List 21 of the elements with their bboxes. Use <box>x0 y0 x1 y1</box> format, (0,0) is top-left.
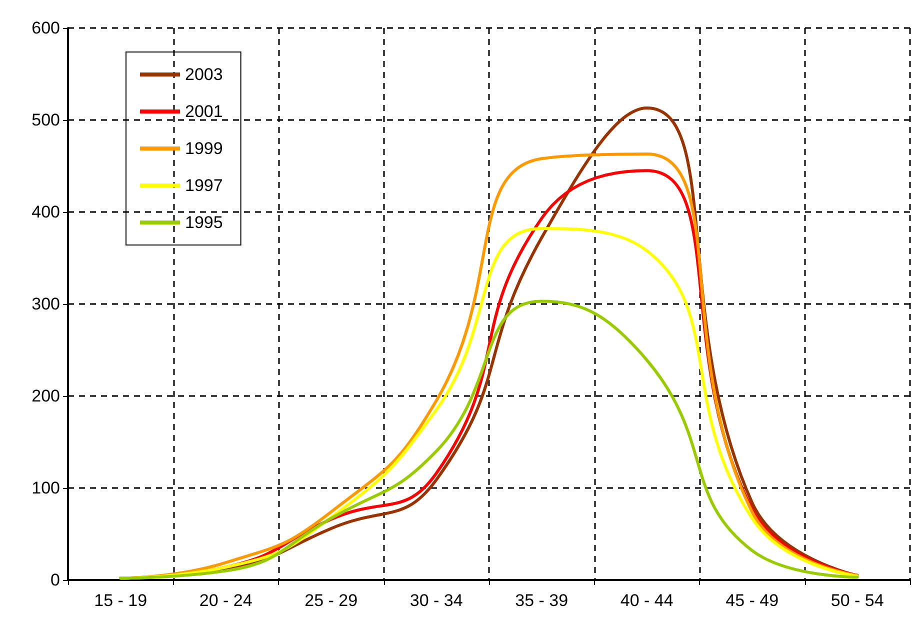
x-tick-label: 15 - 19 <box>94 591 148 610</box>
y-tick-label: 500 <box>32 110 60 130</box>
y-tick-label: 0 <box>50 570 60 590</box>
legend-label: 2003 <box>185 65 223 84</box>
line-series <box>119 300 859 580</box>
legend-label: 1999 <box>185 139 223 158</box>
y-tick-label: 200 <box>32 386 60 406</box>
x-tick-label: 30 - 34 <box>410 591 463 610</box>
legend-label: 2001 <box>185 102 223 121</box>
x-tick-label: 20 - 24 <box>199 591 252 610</box>
y-tick-label: 100 <box>32 478 60 498</box>
y-tick-label: 400 <box>32 202 60 222</box>
legend-label: 1997 <box>185 176 223 195</box>
x-tick-label: 25 - 29 <box>304 591 358 610</box>
y-tick-label: 300 <box>32 294 60 314</box>
y-tick-label: 600 <box>32 18 60 38</box>
x-tick-label: 45 - 49 <box>726 591 779 610</box>
x-tick-label: 50 - 54 <box>830 591 884 610</box>
x-tick-label: 35 - 39 <box>515 591 568 610</box>
x-tick-label: 40 - 44 <box>620 591 674 610</box>
legend-label: 1995 <box>185 213 223 232</box>
